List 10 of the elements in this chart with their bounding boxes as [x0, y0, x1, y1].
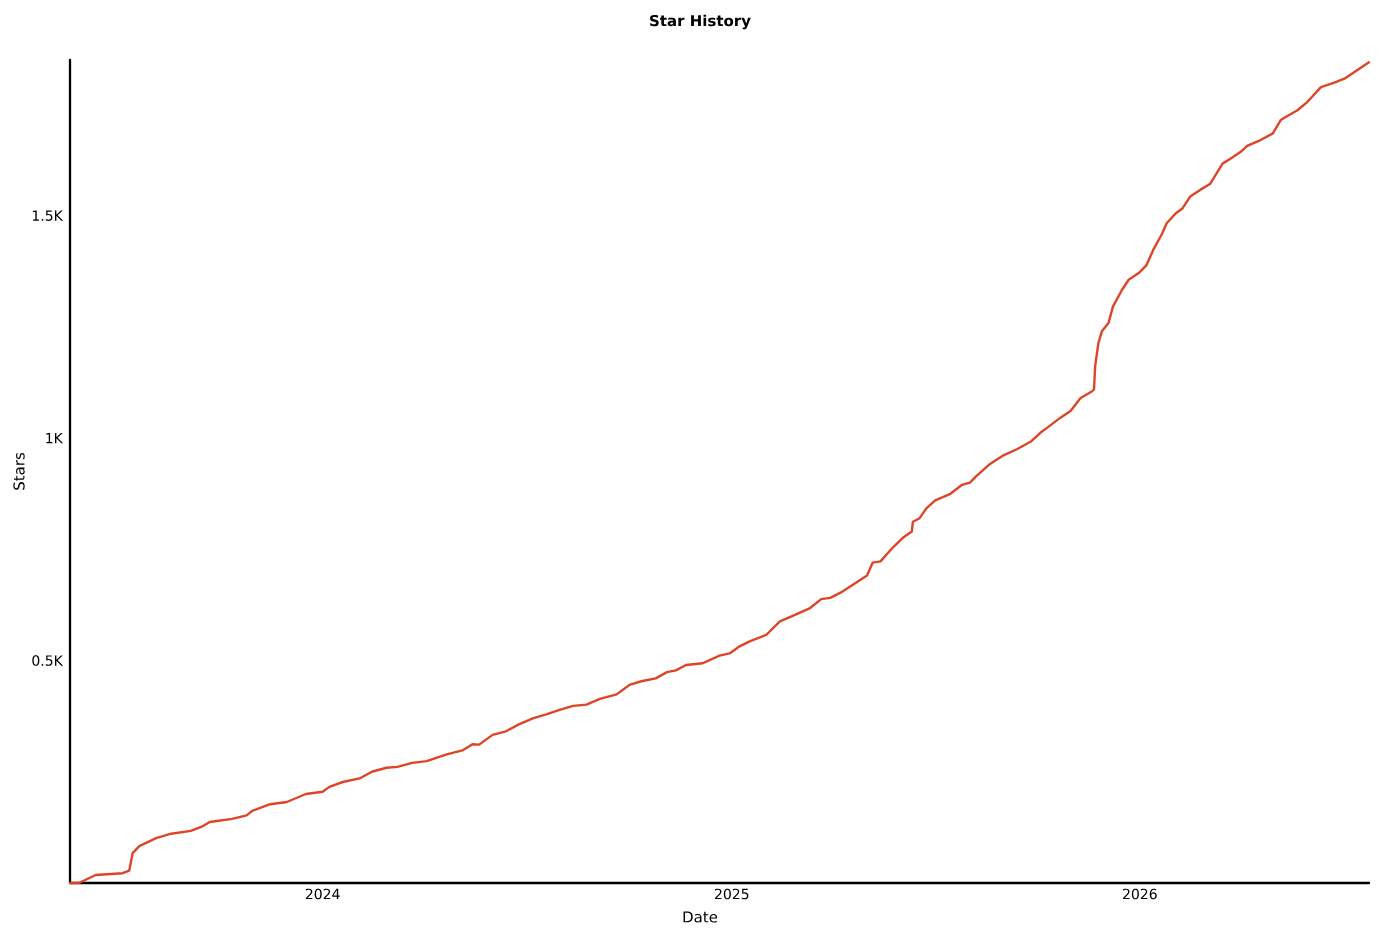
chart-title: Star History [650, 14, 751, 30]
x-tick-label: 2026 [1123, 888, 1157, 900]
x-tick-label: 2025 [715, 888, 749, 900]
y-axis-title: Stars [13, 452, 25, 490]
x-tick-label: 2024 [305, 888, 340, 900]
y-tick-label: 1.5K [32, 210, 64, 221]
x-axis-title: Date [683, 911, 718, 923]
y-tick-label: 1K [46, 433, 64, 444]
line-series [68, 61, 1371, 885]
y-tick-label: 0.5K [32, 655, 64, 666]
